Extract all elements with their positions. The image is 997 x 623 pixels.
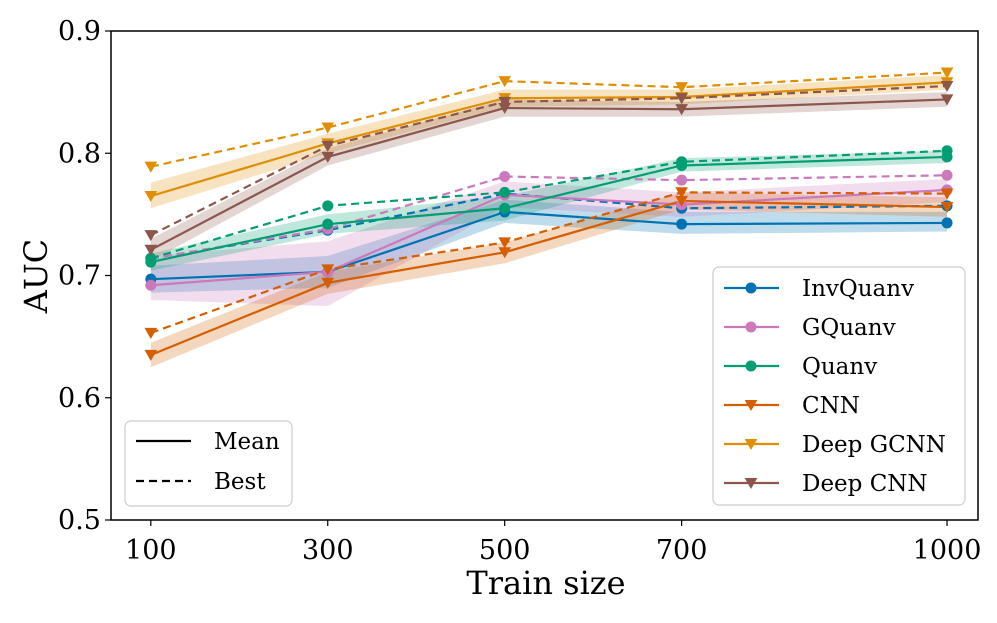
deep-cnn-mean-point	[498, 102, 512, 115]
legend-label-deep-gcnn: Deep GCNN	[802, 432, 946, 458]
legend-marker-cnn	[744, 399, 758, 412]
deep-cnn-best-point	[675, 93, 688, 105]
deep-gcnn-best-point	[498, 76, 512, 88]
style-legend-box	[124, 420, 293, 507]
x-tick-label: 300	[302, 535, 354, 566]
series-markers	[144, 67, 954, 361]
style-legend-label-best: Best	[214, 469, 266, 495]
cnn-best-point	[321, 264, 335, 276]
gquanv-best-point	[941, 169, 953, 181]
quanv-best-point	[499, 186, 511, 198]
quanv-best-point	[676, 156, 688, 168]
cnn-band	[150, 192, 948, 368]
legend-label-cnn: CNN	[802, 393, 860, 419]
x-tick-label: 500	[479, 535, 531, 566]
deep-cnn-band	[150, 92, 948, 261]
gquanv-best-point	[499, 170, 511, 182]
legend-label-deep-cnn: Deep CNN	[802, 471, 928, 497]
deep-cnn-best-point	[321, 140, 335, 152]
y-axis-label: AUC	[17, 239, 55, 315]
deep-cnn-mean-point	[940, 94, 954, 106]
series-legend: InvQuanv GQuanv Quanv CNN Deep GCNN Deep CNN	[712, 266, 966, 506]
y-tick-label: 0.8	[58, 138, 101, 169]
x-axis-label: Train size	[466, 564, 625, 602]
y-axis-ticks: 0.5 0.6 0.7 0.8 0.9	[58, 16, 111, 536]
cnn-mean-point	[321, 277, 335, 289]
quanv-best-point	[941, 145, 953, 157]
y-tick-label: 0.7	[58, 261, 101, 292]
quanv-band	[150, 150, 948, 271]
line-style-legend: Mean Best	[124, 420, 293, 507]
x-tick-label: 1000	[913, 535, 982, 566]
deep-gcnn-best-point	[940, 67, 954, 79]
legend-label-quanv: Quanv	[802, 354, 877, 380]
deep-cnn-best-point	[144, 230, 158, 242]
quanv-mean-point	[322, 218, 334, 230]
deep-cnn-mean-point	[321, 151, 335, 163]
cnn-mean-point	[144, 349, 158, 361]
legend-marker-quanv	[745, 360, 757, 372]
y-tick-label: 0.9	[58, 16, 101, 47]
deep-cnn-best-point	[940, 80, 954, 93]
deep-gcnn-best-point	[675, 82, 688, 94]
x-axis-ticks: 100 300 500 700 1000	[125, 520, 981, 566]
deep-gcnn-band	[150, 75, 948, 209]
deep-cnn-mean-point	[675, 104, 688, 116]
legend-marker-invquanv	[745, 282, 757, 294]
gquanv-band	[150, 178, 948, 307]
x-tick-label: 100	[125, 535, 177, 566]
series-legend-box	[712, 266, 966, 506]
cnn-best-point	[144, 327, 158, 339]
deep-gcnn-mean-point	[144, 190, 158, 203]
gquanv-best-line	[150, 174, 948, 260]
invquanv-mean-point	[676, 218, 688, 230]
quanv-best-point	[322, 200, 334, 212]
y-tick-label: 0.5	[58, 505, 101, 536]
cnn-best-point	[675, 187, 688, 199]
cnn-mean-point	[675, 195, 688, 207]
legend-label-invquanv: InvQuanv	[802, 276, 914, 302]
gquanv-mean-point	[145, 279, 157, 291]
legend-marker-deep-cnn	[744, 477, 758, 490]
style-legend-label-mean: Mean	[214, 429, 280, 455]
cnn-mean-point	[498, 247, 512, 259]
y-tick-label: 0.6	[58, 383, 101, 414]
deep-cnn-best-point	[498, 96, 512, 108]
invquanv-mean-point	[941, 217, 953, 229]
deep-cnn-mean-point	[144, 244, 158, 256]
legend-label-gquanv: GQuanv	[802, 315, 896, 341]
cnn-best-point	[498, 237, 512, 249]
quanv-best-line	[150, 149, 948, 260]
x-tick-label: 700	[656, 535, 708, 566]
legend-marker-deep-gcnn	[744, 438, 758, 451]
quanv-best-point	[145, 252, 157, 264]
deep-gcnn-best-point	[144, 161, 158, 173]
cnn-mean-point	[940, 201, 954, 214]
quanv-mean-point	[499, 202, 511, 214]
deep-gcnn-best-point	[321, 122, 335, 134]
cnn-best-point	[940, 188, 954, 200]
legend-marker-gquanv	[745, 321, 757, 333]
gquanv-best-point	[676, 174, 688, 186]
